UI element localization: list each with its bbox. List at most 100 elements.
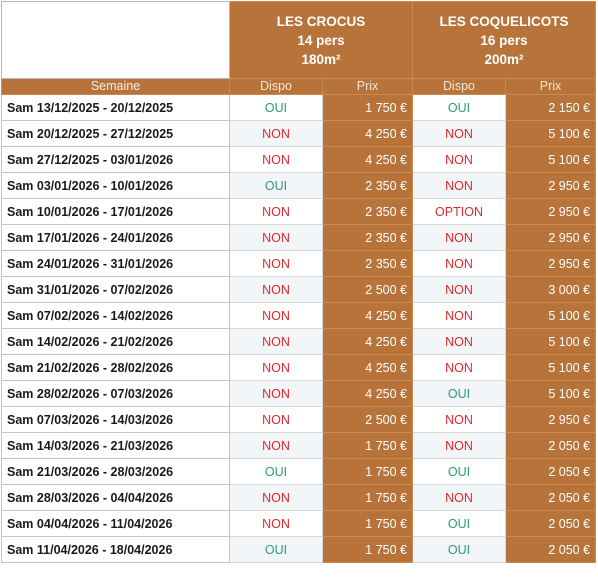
column-header-prix: Prix [505,78,597,95]
availability-table: LES CROCUS 14 pers 180m² LES COQUELICOTS… [1,1,597,563]
crocus-dispo-cell: NON [229,484,323,511]
coquelicots-prix-cell: 2 050 € [505,510,597,537]
house-header-row: LES CROCUS 14 pers 180m² LES COQUELICOTS… [1,1,597,79]
week-cell: Sam 17/01/2026 - 24/01/2026 [1,224,230,251]
table-row: Sam 10/01/2026 - 17/01/2026 NON 2 350 € OPT… [1,198,597,225]
coquelicots-prix-cell: 5 100 € [505,328,597,355]
coquelicots-prix-cell: 2 050 € [505,458,597,485]
column-header-row: Semaine Dispo Prix Dispo Prix [1,78,597,95]
crocus-dispo-cell: NON [229,380,323,407]
table-row: Sam 28/03/2026 - 04/04/2026 NON 1 750 € NON… [1,484,597,511]
house-area: 180m² [301,51,341,67]
week-cell: Sam 11/04/2026 - 18/04/2026 [1,536,230,563]
coquelicots-dispo-cell: NON [412,484,507,511]
crocus-dispo-cell: NON [229,250,323,277]
crocus-dispo-cell: NON [229,328,323,355]
house-name: LES CROCUS [276,13,366,29]
coquelicots-dispo-cell: NON [412,328,507,355]
week-cell: Sam 28/03/2026 - 04/04/2026 [1,484,230,511]
table-row: Sam 21/03/2026 - 28/03/2026 OUI 1 750 € OUI… [1,458,597,485]
column-header-dispo: Dispo [229,78,323,95]
crocus-dispo-cell: OUI [229,94,323,121]
coquelicots-dispo-cell: NON [412,302,507,329]
crocus-prix-cell: 4 250 € [321,328,414,355]
week-cell: Sam 07/02/2026 - 14/02/2026 [1,302,230,329]
crocus-dispo-cell: NON [229,432,323,459]
crocus-prix-cell: 4 250 € [321,380,414,407]
crocus-prix-cell: 4 250 € [321,120,414,147]
crocus-dispo-cell: NON [229,406,323,433]
table-row: Sam 03/01/2026 - 10/01/2026 OUI 2 350 € NON… [1,172,597,199]
week-cell: Sam 03/01/2026 - 10/01/2026 [1,172,230,199]
crocus-dispo-cell: OUI [229,172,323,199]
crocus-prix-cell: 4 250 € [321,354,414,381]
table-row: Sam 17/01/2026 - 24/01/2026 NON 2 350 € NON… [1,224,597,251]
corner-cell [1,1,230,79]
house-capacity: 14 pers [297,32,345,48]
week-cell: Sam 21/03/2026 - 28/03/2026 [1,458,230,485]
coquelicots-prix-cell: 5 100 € [505,120,597,147]
crocus-prix-cell: 2 350 € [321,172,414,199]
coquelicots-dispo-cell: OPTION [412,198,507,225]
coquelicots-prix-cell: 2 950 € [505,406,597,433]
house-name: LES COQUELICOTS [439,13,569,29]
coquelicots-dispo-cell: OUI [412,510,507,537]
week-cell: Sam 20/12/2025 - 27/12/2025 [1,120,230,147]
house-area: 200m² [484,51,524,67]
table-row: Sam 13/12/2025 - 20/12/2025 OUI 1 750 € OUI… [1,94,597,121]
week-cell: Sam 31/01/2026 - 07/02/2026 [1,276,230,303]
table-row: Sam 14/03/2026 - 21/03/2026 NON 1 750 € NON… [1,432,597,459]
table-row: Sam 21/02/2026 - 28/02/2026 NON 4 250 € NON… [1,354,597,381]
coquelicots-dispo-cell: NON [412,432,507,459]
coquelicots-dispo-cell: OUI [412,94,507,121]
coquelicots-prix-cell: 2 950 € [505,172,597,199]
crocus-prix-cell: 2 350 € [321,224,414,251]
coquelicots-dispo-cell: NON [412,172,507,199]
coquelicots-prix-cell: 5 100 € [505,380,597,407]
house-capacity: 16 pers [480,32,528,48]
week-cell: Sam 21/02/2026 - 28/02/2026 [1,354,230,381]
week-cell: Sam 27/12/2025 - 03/01/2026 [1,146,230,173]
coquelicots-prix-cell: 2 950 € [505,224,597,251]
coquelicots-prix-cell: 2 050 € [505,432,597,459]
week-cell: Sam 14/02/2026 - 21/02/2026 [1,328,230,355]
coquelicots-dispo-cell: NON [412,120,507,147]
week-cell: Sam 28/02/2026 - 07/03/2026 [1,380,230,407]
crocus-prix-cell: 2 500 € [321,276,414,303]
week-cell: Sam 24/01/2026 - 31/01/2026 [1,250,230,277]
house-header-crocus: LES CROCUS 14 pers 180m² [228,1,414,79]
crocus-dispo-cell: NON [229,146,323,173]
coquelicots-dispo-cell: OUI [412,380,507,407]
crocus-prix-cell: 4 250 € [321,302,414,329]
table-row: Sam 04/04/2026 - 11/04/2026 NON 1 750 € OUI… [1,510,597,537]
coquelicots-prix-cell: 2 950 € [505,250,597,277]
week-cell: Sam 10/01/2026 - 17/01/2026 [1,198,230,225]
crocus-dispo-cell: NON [229,302,323,329]
crocus-prix-cell: 1 750 € [321,94,414,121]
coquelicots-prix-cell: 3 000 € [505,276,597,303]
column-header-week: Semaine [1,78,230,95]
table-row: Sam 07/02/2026 - 14/02/2026 NON 4 250 € NON… [1,302,597,329]
coquelicots-prix-cell: 2 950 € [505,198,597,225]
crocus-prix-cell: 4 250 € [321,146,414,173]
crocus-prix-cell: 1 750 € [321,484,414,511]
coquelicots-dispo-cell: NON [412,354,507,381]
crocus-dispo-cell: OUI [229,536,323,563]
table-row: Sam 11/04/2026 - 18/04/2026 OUI 1 750 € OUI… [1,536,597,563]
crocus-dispo-cell: OUI [229,458,323,485]
table-row: Sam 07/03/2026 - 14/03/2026 NON 2 500 € NON… [1,406,597,433]
table-row: Sam 14/02/2026 - 21/02/2026 NON 4 250 € NON… [1,328,597,355]
crocus-dispo-cell: NON [229,276,323,303]
coquelicots-dispo-cell: NON [412,250,507,277]
table-row: Sam 27/12/2025 - 03/01/2026 NON 4 250 € NON… [1,146,597,173]
crocus-prix-cell: 1 750 € [321,458,414,485]
crocus-dispo-cell: NON [229,120,323,147]
table-row: Sam 24/01/2026 - 31/01/2026 NON 2 350 € NON… [1,250,597,277]
crocus-dispo-cell: NON [229,224,323,251]
week-cell: Sam 14/03/2026 - 21/03/2026 [1,432,230,459]
crocus-dispo-cell: NON [229,198,323,225]
week-cell: Sam 13/12/2025 - 20/12/2025 [1,94,230,121]
crocus-prix-cell: 2 350 € [321,250,414,277]
coquelicots-dispo-cell: NON [412,146,507,173]
house-header-coquelicots: LES COQUELICOTS 16 pers 200m² [412,1,597,79]
